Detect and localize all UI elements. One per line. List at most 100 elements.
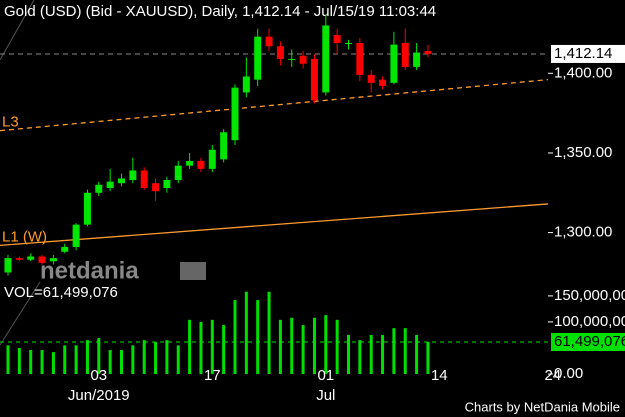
volume-bar (154, 342, 158, 374)
last-price-box (551, 44, 625, 63)
candle-body (4, 258, 12, 273)
volume-bar (301, 325, 305, 374)
candle-body (106, 181, 114, 188)
candle-body (367, 74, 375, 83)
watermark-icon (180, 262, 206, 280)
candle-body (83, 192, 91, 225)
footer: Charts by NetDania Mobile (465, 399, 620, 414)
volume-bar (165, 340, 169, 374)
volume-bar (17, 347, 21, 374)
y-tick-label: 1,300.00 (554, 224, 612, 241)
candle-body (379, 79, 387, 87)
volume-tick-label: 100,000,000 (554, 313, 625, 330)
volume-bar (233, 300, 237, 374)
candle-body (242, 76, 250, 93)
candle-body (38, 256, 46, 263)
volume-bar (392, 328, 396, 374)
volume-bar (369, 334, 373, 374)
volume-bar (290, 317, 294, 374)
last-volume-box (551, 332, 625, 351)
volume-bar (278, 319, 282, 374)
candle-body (140, 170, 148, 188)
x-tick-label: 03 (90, 367, 107, 384)
candle-body (424, 50, 432, 54)
candle-body (310, 58, 318, 101)
volume-bar (312, 317, 316, 374)
volume-bar (142, 340, 146, 374)
x-tick-sublabel: Jul (316, 387, 335, 404)
candle-body (401, 43, 409, 67)
x-tick-label: 01 (317, 367, 334, 384)
volume-bar (74, 345, 78, 374)
decor-line (0, 0, 35, 61)
candle-body (118, 178, 125, 184)
x-tick-label: 14 (431, 367, 448, 384)
volume-bar (108, 350, 112, 374)
candle-body (288, 58, 296, 60)
candle-body (390, 44, 398, 83)
volume-bar (347, 334, 350, 374)
volume-bar (120, 350, 123, 374)
candle-body (95, 184, 103, 193)
candle-body (27, 256, 35, 260)
candle-body (413, 52, 421, 67)
volume-bar (85, 340, 89, 374)
candle-body (299, 55, 307, 64)
candle-body (231, 87, 239, 141)
volume-bar (63, 345, 67, 374)
watermark: netdania (40, 257, 139, 284)
volume-bar (29, 350, 33, 374)
candle-body (276, 46, 284, 59)
volume-tick-label: 150,000,000 (554, 287, 625, 304)
trend-line-label: L3 (2, 114, 19, 131)
volume-bar (40, 350, 44, 374)
candle-body (15, 258, 23, 260)
volume-bar (244, 291, 248, 374)
candle-body (186, 160, 194, 166)
candle-body (333, 35, 341, 44)
trend-line (0, 203, 549, 247)
volume-bar (426, 341, 430, 374)
candle-body (49, 258, 57, 262)
trend-line-label: L1 (W) (2, 228, 47, 245)
volume-bar (335, 319, 339, 374)
candle-body (174, 165, 182, 181)
candle-body (129, 170, 137, 181)
candle-body (152, 183, 160, 192)
candle-body (197, 160, 205, 169)
candle-body (220, 132, 228, 160)
y-tick-label: 1,400.00 (554, 64, 612, 81)
header: Gold (USD) (Bid - XAUUSD), Daily, 1,412.… (4, 3, 436, 20)
candle-body (356, 43, 364, 75)
candle-body (322, 25, 330, 93)
volume-bar (210, 319, 214, 374)
volume-bar (324, 315, 328, 374)
volume-bar (381, 334, 385, 374)
volume-bar (97, 338, 101, 374)
volume-bar (199, 321, 203, 374)
candle-body (163, 180, 171, 188)
x-tick-label: 24 (544, 367, 561, 384)
candle-body (208, 149, 216, 169)
candle-body (254, 36, 262, 80)
last-volume-label: 61,499,076 (554, 333, 625, 350)
volume-bar (176, 345, 180, 374)
candle-body (265, 36, 273, 47)
volume-bar (6, 345, 10, 374)
y-tick-label: 1,350.00 (554, 144, 612, 161)
candle-body (72, 224, 80, 247)
volume-bar (358, 340, 362, 374)
decor-line (0, 281, 41, 346)
volume-bar (51, 352, 55, 374)
trend-line (0, 79, 549, 132)
x-tick-label: 17 (204, 367, 221, 384)
volume-label: VOL=61,499,076 (4, 284, 118, 301)
x-tick-sublabel: Jun/2019 (68, 387, 130, 404)
last-price-label: 1,412.14 (554, 45, 612, 62)
volume-bar (267, 291, 271, 374)
volume-bar (188, 319, 192, 374)
volume-bar (403, 328, 407, 374)
volume-bar (256, 300, 260, 374)
volume-bar (415, 334, 419, 374)
